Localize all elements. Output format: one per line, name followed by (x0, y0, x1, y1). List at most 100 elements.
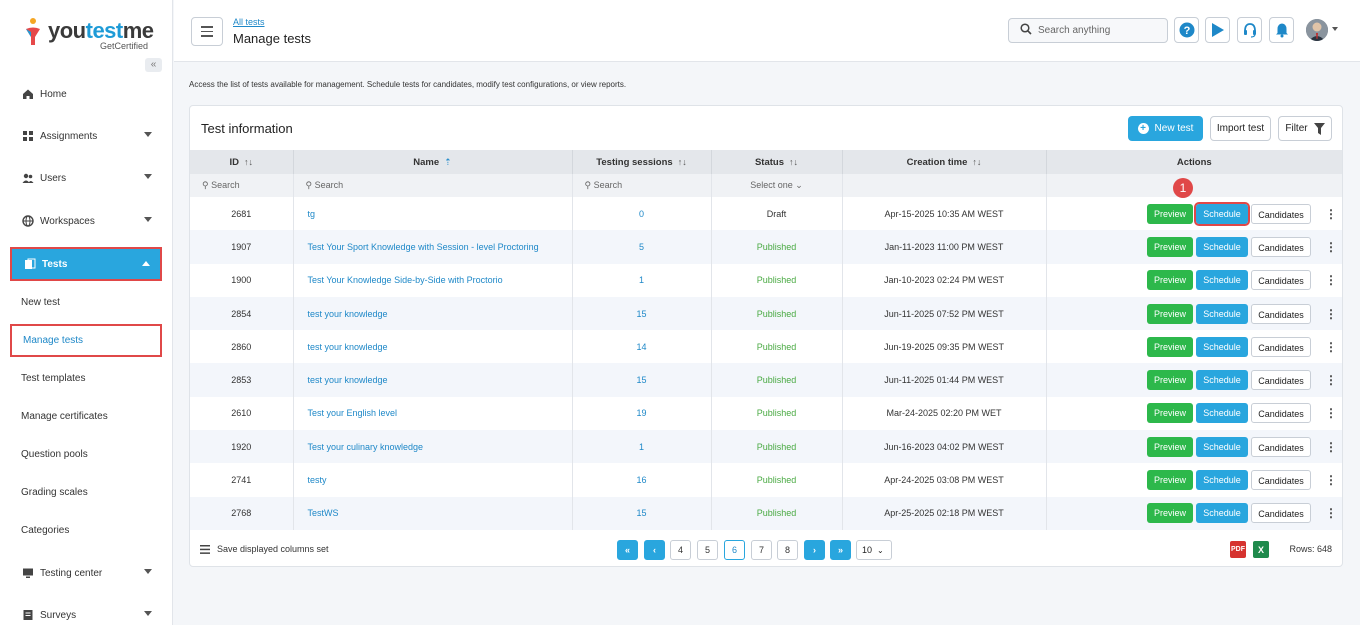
more-options-icon[interactable]: ⋮ (1325, 306, 1337, 321)
sessions-filter-input[interactable]: ⚲ Search (572, 174, 712, 197)
avatar[interactable] (1306, 19, 1328, 41)
schedule-button[interactable]: Schedule (1196, 436, 1248, 457)
candidates-button[interactable]: Candidates (1251, 370, 1311, 391)
page-button[interactable]: 4 (670, 540, 691, 560)
candidates-button[interactable]: Candidates (1251, 503, 1311, 524)
preview-button[interactable]: Preview (1147, 503, 1193, 524)
sidebar-subitem-categories[interactable]: Categories (21, 524, 70, 536)
sidebar-subitem-question-pools[interactable]: Question pools (21, 448, 88, 460)
candidates-button[interactable]: Candidates (1251, 236, 1311, 257)
schedule-button[interactable]: Schedule (1196, 470, 1248, 491)
name-filter-input[interactable]: ⚲ Search (293, 174, 573, 197)
preview-button[interactable]: Preview (1147, 370, 1193, 391)
chevron-down-icon[interactable] (1332, 27, 1338, 31)
breadcrumb[interactable]: All tests (233, 17, 265, 27)
column-header-status[interactable]: Status ↑↓ (711, 150, 843, 174)
sidebar-item-surveys[interactable]: Surveys (10, 599, 162, 625)
first-page-button[interactable]: « (617, 540, 638, 560)
sidebar-item-testing-center[interactable]: Testing center (10, 557, 162, 589)
support-button[interactable] (1237, 17, 1262, 43)
current-page-button[interactable]: 6 (724, 540, 745, 560)
global-search-input[interactable]: Search anything (1008, 18, 1168, 43)
test-name-link[interactable]: Test Your Sport Knowledge with Session -… (293, 230, 573, 264)
candidates-button[interactable]: Candidates (1251, 270, 1311, 291)
help-button[interactable]: ? (1174, 17, 1199, 43)
schedule-button[interactable]: Schedule (1196, 236, 1248, 257)
test-name-link[interactable]: tg (293, 197, 573, 231)
new-test-button[interactable]: + New test (1128, 116, 1203, 141)
more-options-icon[interactable]: ⋮ (1325, 506, 1337, 521)
sidebar-item-home[interactable]: Home (10, 78, 162, 110)
sidebar-item-tests[interactable]: Tests (10, 247, 162, 281)
sidebar-subitem-grading-scales[interactable]: Grading scales (21, 486, 88, 498)
more-options-icon[interactable]: ⋮ (1325, 273, 1337, 288)
candidates-button[interactable]: Candidates (1251, 303, 1311, 324)
candidates-button[interactable]: Candidates (1251, 470, 1311, 491)
candidates-button[interactable]: Candidates (1251, 403, 1311, 424)
import-test-button[interactable]: Import test (1210, 116, 1271, 141)
more-options-icon[interactable]: ⋮ (1325, 239, 1337, 254)
column-header-creation-time[interactable]: Creation time ↑↓ (842, 150, 1047, 174)
export-excel-icon[interactable]: X (1253, 541, 1269, 558)
sidebar-subitem-new-test[interactable]: New test (21, 296, 60, 308)
test-name-link[interactable]: TestWS (293, 496, 573, 530)
export-pdf-icon[interactable]: PDF (1230, 541, 1246, 558)
save-columns-button[interactable]: Save displayed columns set (200, 544, 329, 554)
id-filter-input[interactable]: ⚲ Search (190, 174, 294, 197)
sidebar-subitem-manage-tests[interactable]: Manage tests (10, 324, 162, 357)
test-name-link[interactable]: Test your English level (293, 396, 573, 431)
testing-sessions-link[interactable]: 1 (572, 263, 712, 297)
preview-button[interactable]: Preview (1147, 236, 1193, 257)
schedule-button[interactable]: Schedule (1196, 370, 1248, 391)
page-size-select[interactable]: 10 ⌄ (856, 540, 892, 560)
page-button[interactable]: 5 (697, 540, 718, 560)
preview-button[interactable]: Preview (1147, 303, 1193, 324)
schedule-button[interactable]: Schedule (1196, 403, 1248, 424)
testing-sessions-link[interactable]: 15 (572, 363, 712, 397)
schedule-button[interactable]: Schedule (1194, 201, 1250, 226)
test-name-link[interactable]: test your knowledge (293, 296, 573, 331)
page-button[interactable]: 7 (751, 540, 772, 560)
more-options-icon[interactable]: ⋮ (1325, 339, 1337, 354)
testing-sessions-link[interactable]: 15 (572, 296, 712, 331)
more-options-icon[interactable]: ⋮ (1325, 473, 1337, 488)
schedule-button[interactable]: Schedule (1196, 270, 1248, 291)
sidebar-item-assignments[interactable]: Assignments (10, 120, 162, 152)
sidebar-item-users[interactable]: Users (10, 162, 162, 194)
more-options-icon[interactable]: ⋮ (1325, 373, 1337, 388)
hamburger-menu-icon[interactable] (191, 17, 223, 46)
candidates-button[interactable]: Candidates (1251, 336, 1311, 357)
test-name-link[interactable]: Test your culinary knowledge (293, 430, 573, 464)
test-name-link[interactable]: test your knowledge (293, 330, 573, 364)
collapse-sidebar-button[interactable]: « (145, 58, 162, 72)
schedule-button[interactable]: Schedule (1196, 503, 1248, 524)
preview-button[interactable]: Preview (1147, 270, 1193, 291)
preview-button[interactable]: Preview (1147, 336, 1193, 357)
sidebar-subitem-manage-certificates[interactable]: Manage certificates (21, 410, 108, 422)
more-options-icon[interactable]: ⋮ (1325, 206, 1337, 221)
filter-button[interactable]: Filter (1278, 116, 1332, 141)
test-name-link[interactable]: test your knowledge (293, 363, 573, 397)
next-page-button[interactable]: › (804, 540, 825, 560)
brand-logo[interactable]: youtestme GetCertified (22, 14, 162, 54)
test-name-link[interactable]: testy (293, 463, 573, 497)
candidates-button[interactable]: Candidates (1251, 203, 1311, 224)
testing-sessions-link[interactable]: 19 (572, 396, 712, 431)
last-page-button[interactable]: » (830, 540, 851, 560)
preview-button[interactable]: Preview (1147, 470, 1193, 491)
prev-page-button[interactable]: ‹ (644, 540, 665, 560)
more-options-icon[interactable]: ⋮ (1325, 406, 1337, 421)
column-header-id[interactable]: ID ↑↓ (190, 150, 294, 174)
testing-sessions-link[interactable]: 16 (572, 463, 712, 497)
test-name-link[interactable]: Test Your Knowledge Side-by-Side with Pr… (293, 263, 573, 297)
more-options-icon[interactable]: ⋮ (1325, 439, 1337, 454)
sidebar-item-workspaces[interactable]: Workspaces (10, 205, 162, 237)
preview-button[interactable]: Preview (1147, 203, 1193, 224)
status-filter-select[interactable]: Select one ⌄ (711, 174, 843, 197)
testing-sessions-link[interactable]: 5 (572, 230, 712, 264)
tutorial-video-button[interactable] (1205, 17, 1230, 43)
notifications-button[interactable] (1269, 17, 1294, 43)
column-header-testing-sessions[interactable]: Testing sessions ↑↓ (572, 150, 712, 174)
testing-sessions-link[interactable]: 15 (572, 496, 712, 530)
preview-button[interactable]: Preview (1147, 403, 1193, 424)
